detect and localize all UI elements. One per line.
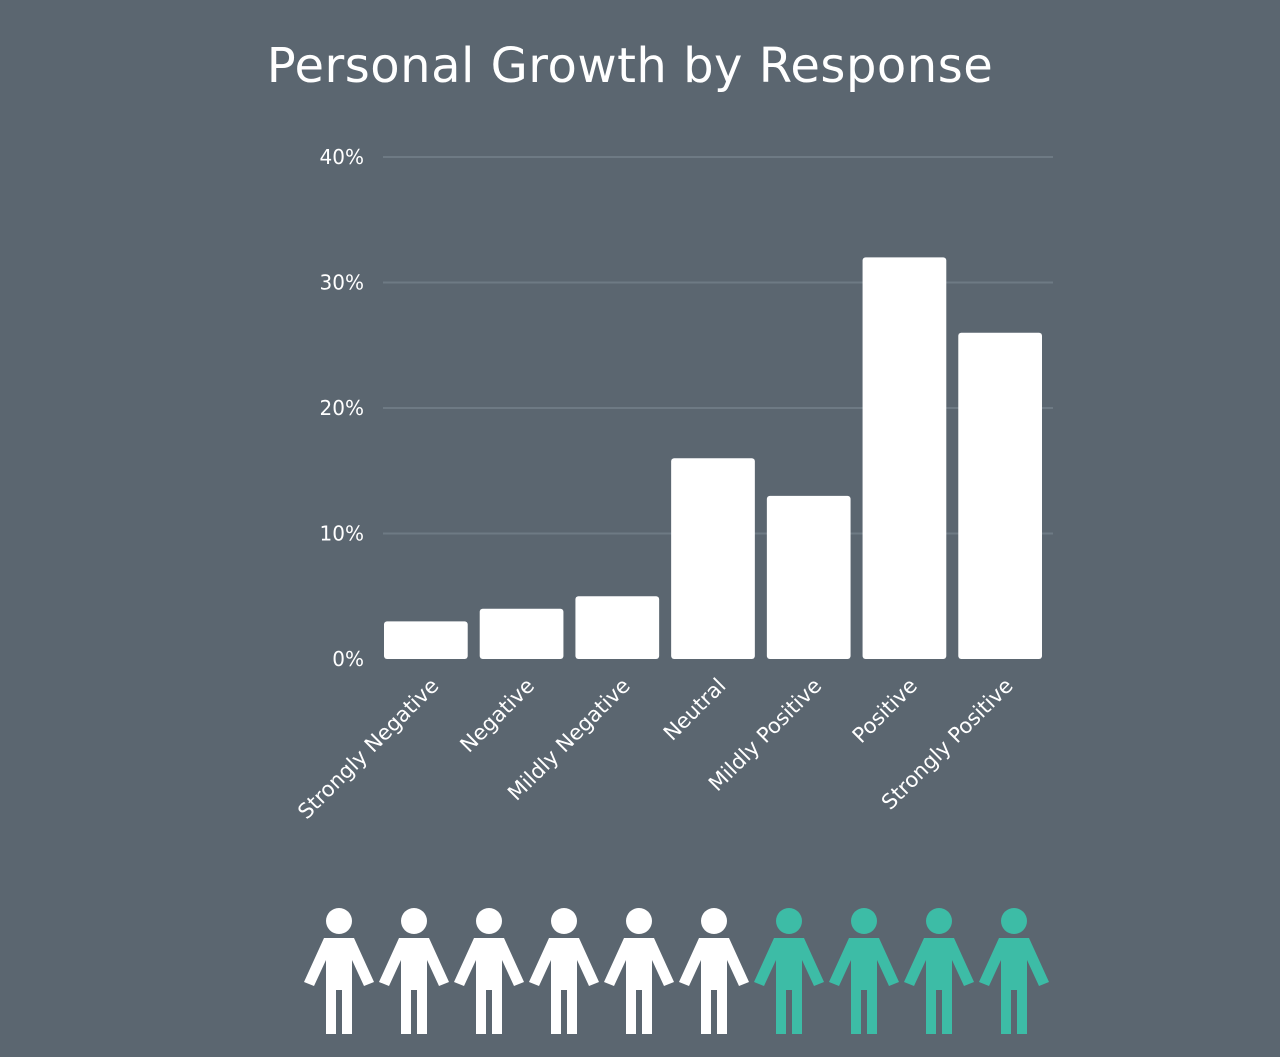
bar	[671, 458, 755, 659]
x-tick-label: Negative	[455, 674, 539, 758]
y-tick-label: 40%	[320, 145, 364, 169]
person-icon	[604, 908, 674, 1034]
person-icon	[529, 908, 599, 1034]
bar	[575, 596, 660, 659]
bar	[766, 495, 851, 659]
bar-chart: 0%10%20%30%40%Strongly Negative NegativeM…	[293, 145, 1053, 824]
person-icon	[379, 908, 449, 1034]
person-icon	[679, 908, 749, 1034]
bar	[862, 257, 947, 659]
bar	[958, 332, 1042, 659]
y-tick-label: 10%	[320, 522, 364, 546]
bar	[479, 608, 564, 659]
y-tick-label: 0%	[332, 647, 364, 671]
chart-title: Personal Growth by Response	[266, 38, 994, 94]
person-icon	[829, 908, 899, 1034]
person-icon	[454, 908, 524, 1034]
x-tick-label: Strongly Negative	[293, 674, 443, 824]
person-icon	[754, 908, 824, 1034]
person-icon	[904, 908, 974, 1034]
x-tick-label: Neutral	[659, 674, 731, 746]
person-icon	[979, 908, 1049, 1034]
bar	[384, 621, 468, 659]
y-tick-label: 30%	[320, 271, 364, 295]
person-icon	[304, 908, 374, 1034]
x-tick-label: Positive	[848, 674, 922, 748]
y-tick-label: 20%	[320, 396, 364, 420]
people-icon-row	[302, 906, 1051, 1036]
